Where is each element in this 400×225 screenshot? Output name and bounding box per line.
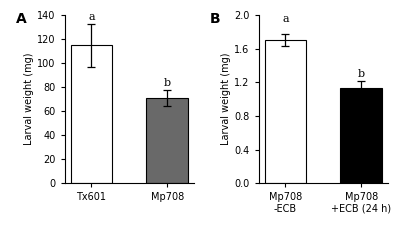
Text: A: A bbox=[16, 12, 26, 26]
Y-axis label: Larval weight (mg): Larval weight (mg) bbox=[24, 53, 34, 145]
Text: a: a bbox=[88, 12, 95, 22]
Bar bbox=[146, 98, 188, 183]
Text: b: b bbox=[164, 78, 171, 88]
Bar bbox=[70, 45, 112, 183]
Y-axis label: Larval weight (mg): Larval weight (mg) bbox=[222, 53, 232, 145]
Text: b: b bbox=[358, 69, 365, 79]
Bar bbox=[264, 40, 306, 183]
Text: a: a bbox=[282, 14, 289, 24]
Bar bbox=[340, 88, 382, 183]
Text: B: B bbox=[210, 12, 220, 26]
